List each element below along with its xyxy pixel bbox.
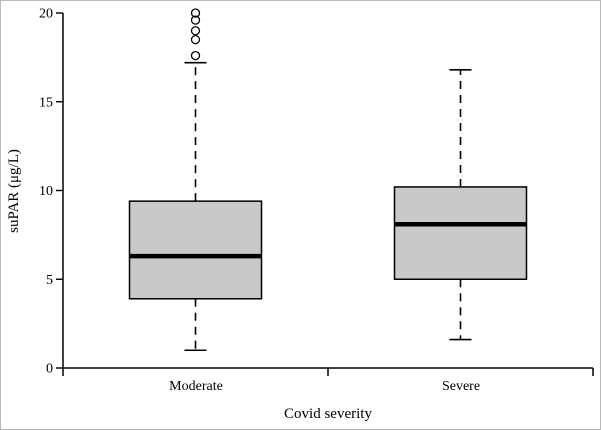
y-axis-title: suPAR (μg/L) — [6, 149, 22, 233]
y-tick-label-5: 5 — [46, 273, 53, 288]
x-tick-label-severe: Severe — [442, 379, 480, 394]
y-tick-marks — [56, 12, 63, 369]
x-tick-label-moderate: Moderate — [169, 379, 223, 394]
y-tick-label-10: 10 — [39, 184, 53, 199]
y-tick-label-20: 20 — [39, 7, 53, 22]
outlier-point-moderate — [190, 34, 201, 45]
y-tick-label-15: 15 — [39, 95, 53, 110]
y-tick-label-0: 0 — [46, 362, 53, 377]
outlier-point-moderate — [190, 50, 201, 61]
outlier-point-moderate — [190, 8, 201, 18]
x-axis-title: Covid severity — [284, 406, 372, 422]
outlier-point-moderate — [190, 26, 201, 36]
outlier-point-moderate — [190, 15, 201, 25]
box-series-layer — [128, 8, 528, 352]
box-moderate — [128, 200, 263, 300]
box-severe — [393, 186, 528, 280]
